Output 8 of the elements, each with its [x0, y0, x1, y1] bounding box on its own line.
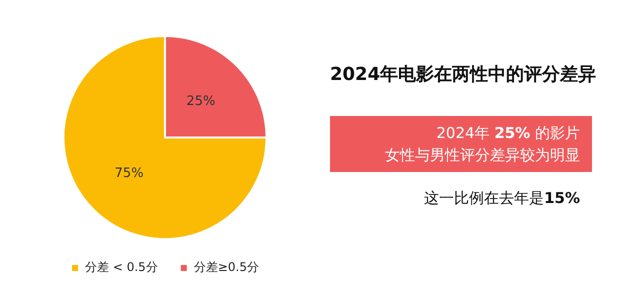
data-label: 25%	[186, 94, 216, 109]
legend-label: 分差≥0.5分	[194, 260, 259, 274]
text: 2024年 25% 的影片	[435, 123, 580, 144]
legend-label: 分差 < 0.5分	[85, 260, 158, 274]
data-label: 75%	[114, 166, 144, 181]
text: 2024年电影在两性中的评分差异	[330, 63, 596, 86]
text: 女性与男性评分差异较为明显	[384, 145, 580, 166]
text: 这一比例在去年是15%	[423, 189, 580, 208]
